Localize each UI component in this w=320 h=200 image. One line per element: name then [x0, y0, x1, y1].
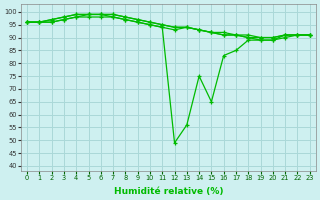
X-axis label: Humidité relative (%): Humidité relative (%) [114, 187, 223, 196]
